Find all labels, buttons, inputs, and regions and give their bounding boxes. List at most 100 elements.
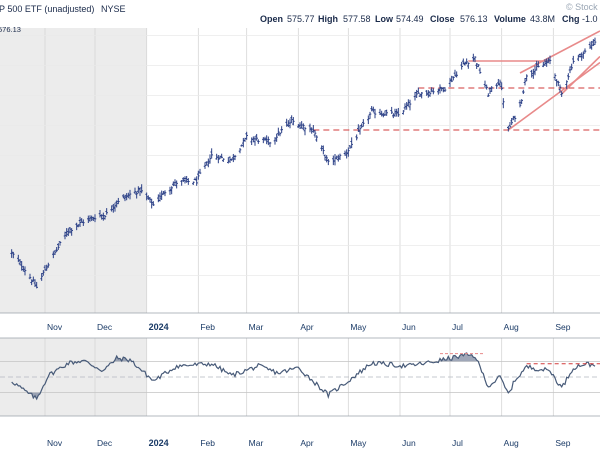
price-bar (303, 126, 307, 136)
price-bar (23, 266, 27, 276)
price-bar (467, 62, 470, 69)
x-tick-label: 2024 (149, 322, 169, 332)
price-bar (173, 179, 177, 186)
rsi-x-tick-label: Jul (452, 438, 463, 448)
price-bar (408, 99, 412, 111)
price-bar (438, 84, 442, 94)
price-bar (413, 91, 417, 101)
price-bar (290, 115, 293, 124)
price-bar (545, 58, 548, 67)
price-bar (343, 150, 347, 156)
x-tick-label: Sep (555, 322, 570, 332)
price-bar (453, 69, 457, 77)
price-bar (465, 58, 468, 65)
price-bar (495, 83, 498, 89)
price-bar (47, 262, 50, 268)
price-bar (308, 123, 312, 133)
price-bar (135, 191, 138, 199)
price-bar (478, 67, 482, 74)
price-bar (518, 99, 522, 108)
price-bar (368, 111, 372, 119)
price-bar (123, 194, 127, 202)
price-bar (580, 52, 583, 61)
price-bar (523, 77, 527, 86)
price-bar (75, 222, 78, 231)
price-bar (483, 80, 487, 88)
price-bar (32, 276, 35, 282)
price-bar (93, 214, 97, 223)
price-bar (162, 190, 165, 195)
open-value: 575.77 (287, 14, 315, 24)
price-bar (168, 186, 172, 195)
chart-title: P 500 ETF (unadjusted) (0, 4, 94, 14)
x-tick-label: Dec (97, 322, 113, 332)
price-bar (67, 228, 70, 236)
price-bar (45, 264, 48, 271)
price-bar (110, 205, 113, 212)
price-bar (393, 108, 397, 117)
trendline (507, 61, 600, 131)
price-bar (360, 123, 363, 129)
price-bar (183, 176, 187, 184)
watermark: © Stock (566, 2, 598, 12)
price-bar (137, 186, 140, 194)
price-bar (460, 61, 463, 70)
price-bar (577, 54, 580, 62)
price-bar (485, 84, 488, 90)
price-bar (510, 118, 513, 125)
price-bar (288, 118, 292, 129)
price-bar (182, 177, 185, 182)
price-bar (432, 88, 435, 95)
price-bar (310, 127, 313, 134)
price-bar (12, 251, 15, 259)
price-bar (253, 136, 257, 146)
price-bar (325, 155, 328, 163)
price-bar (277, 127, 280, 136)
price-bar (335, 155, 338, 160)
price-bar (373, 108, 377, 119)
price-bar (297, 124, 300, 128)
price-bar (407, 99, 410, 107)
price-bar (175, 180, 178, 189)
price-bar (553, 73, 557, 81)
price-bar (145, 192, 148, 201)
price-bar (232, 153, 235, 163)
volume-value: 43.8M (530, 14, 555, 24)
price-bar (370, 106, 373, 112)
price-bar (140, 184, 143, 194)
price-bar (63, 231, 67, 240)
price-bar (133, 187, 137, 194)
price-bar (115, 200, 118, 208)
price-bar (53, 250, 57, 256)
price-bar (243, 137, 247, 142)
price-bar (557, 80, 560, 87)
price-bar (112, 203, 115, 213)
rsi-x-tick-label: Nov (47, 438, 63, 448)
x-tick-label: Apr (300, 322, 313, 332)
price-bar (298, 122, 302, 129)
price-bar (448, 77, 452, 88)
price-bar (65, 228, 68, 237)
price-bar (558, 84, 562, 93)
x-tick-label: Nov (47, 322, 63, 332)
open-label: Open (260, 14, 283, 24)
price-bar (195, 176, 198, 186)
price-bar (68, 227, 72, 234)
price-bar (163, 190, 167, 197)
price-bar (205, 161, 208, 166)
price-bar (52, 251, 55, 259)
price-bar (58, 241, 62, 246)
rsi-x-tick-label: Feb (200, 438, 215, 448)
price-bar (17, 254, 20, 263)
price-bar (417, 87, 420, 94)
price-bar (70, 228, 73, 236)
price-bar (583, 48, 587, 54)
price-bar (372, 106, 375, 113)
price-bar (280, 126, 283, 133)
price-bar (30, 279, 33, 286)
price-bar (385, 109, 388, 116)
price-bar (548, 55, 552, 65)
x-tick-label: Jun (402, 322, 416, 332)
rsi-x-tick-label: Jun (402, 438, 416, 448)
